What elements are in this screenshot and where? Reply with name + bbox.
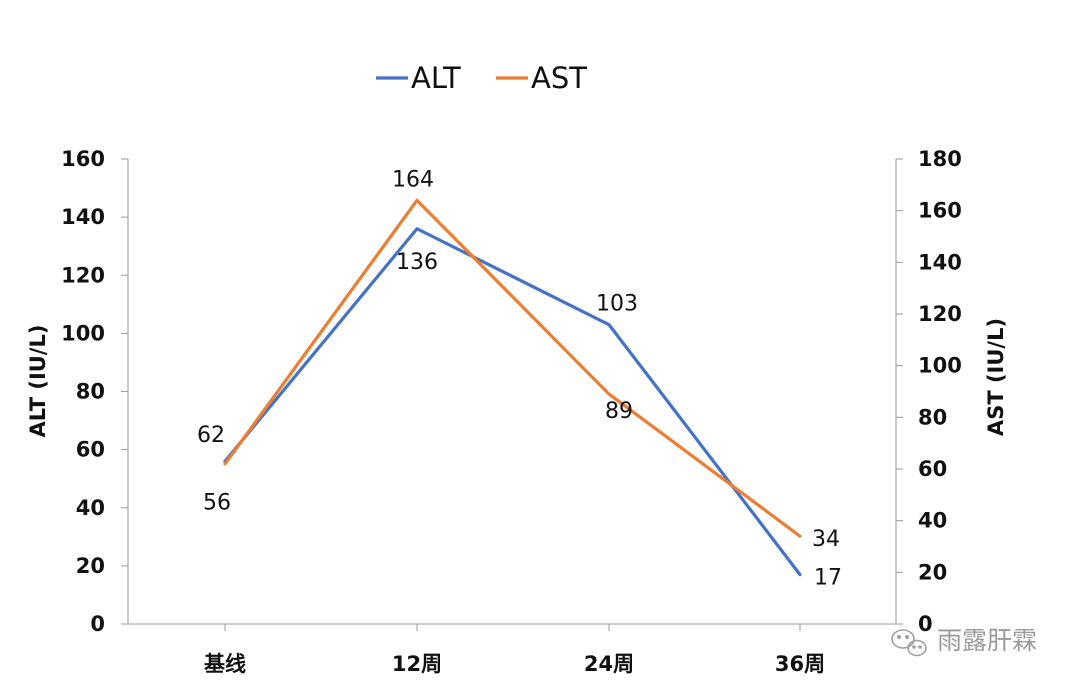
- x-tick-label: 24周: [584, 652, 634, 676]
- legend-item-ast: AST: [496, 61, 587, 95]
- data-label-ast: 164: [392, 167, 434, 192]
- legend-label-alt: ALT: [411, 61, 461, 95]
- y-left-tick-label: 60: [76, 438, 105, 462]
- y-right-tick-label: 100: [918, 354, 962, 378]
- series-layer: [223, 198, 802, 577]
- y-left-tick-label: 140: [61, 205, 105, 229]
- x-axis-ticks: 基线 12周 24周 36周: [204, 624, 825, 676]
- y-left-tick-label: 100: [61, 321, 105, 345]
- legend: ALT AST: [376, 61, 587, 95]
- y-right-tick-label: 140: [918, 250, 962, 274]
- y-right-tick-label: 0: [918, 612, 933, 636]
- x-tick-label: 12周: [392, 652, 442, 676]
- y-left-tick-label: 120: [61, 263, 105, 287]
- y-left-tick-label: 0: [90, 612, 105, 636]
- data-label-ast: 89: [605, 399, 633, 424]
- data-label-ast: 62: [197, 423, 225, 448]
- watermark-text: 雨露肝霖: [937, 626, 1037, 655]
- data-label-alt: 17: [814, 566, 842, 591]
- y-axis-right-title: AST (IU/L): [984, 318, 1008, 436]
- y-left-tick-label: 80: [76, 380, 105, 404]
- y-right-tick-label: 80: [918, 405, 947, 429]
- legend-label-ast: AST: [531, 61, 587, 95]
- y-left-tick-label: 20: [76, 554, 105, 578]
- x-tick-label: 基线: [204, 652, 246, 676]
- data-label-alt: 103: [596, 292, 638, 317]
- data-labels: 56 136 103 17 62 164 89 34: [197, 167, 842, 590]
- y-right-tick-label: 180: [918, 147, 962, 171]
- data-label-ast: 34: [812, 527, 840, 552]
- y-axis-left-ticks: 0 20 40 60 80 100 120 140 160: [61, 147, 128, 636]
- watermark: 雨露肝霖: [891, 626, 1037, 657]
- y-right-tick-label: 160: [918, 199, 962, 223]
- data-label-alt: 56: [203, 490, 231, 515]
- y-left-tick-label: 40: [76, 496, 105, 520]
- y-axis-left-title: ALT (IU/L): [26, 325, 50, 438]
- y-right-tick-label: 20: [918, 560, 947, 584]
- y-right-tick-label: 120: [918, 302, 962, 326]
- y-axis-right-ticks: 0 20 40 60 80 100 120 140 160 180: [896, 147, 962, 636]
- axes: [127, 159, 897, 625]
- x-tick-label: 36周: [775, 652, 825, 676]
- wechat-icon: [891, 629, 927, 657]
- y-right-tick-label: 40: [918, 509, 947, 533]
- y-right-tick-label: 60: [918, 457, 947, 481]
- series-line-alt: [223, 227, 802, 577]
- data-label-alt: 136: [396, 250, 438, 275]
- legend-item-alt: ALT: [376, 61, 461, 95]
- y-left-tick-label: 160: [61, 147, 105, 171]
- series-line-ast: [223, 198, 802, 538]
